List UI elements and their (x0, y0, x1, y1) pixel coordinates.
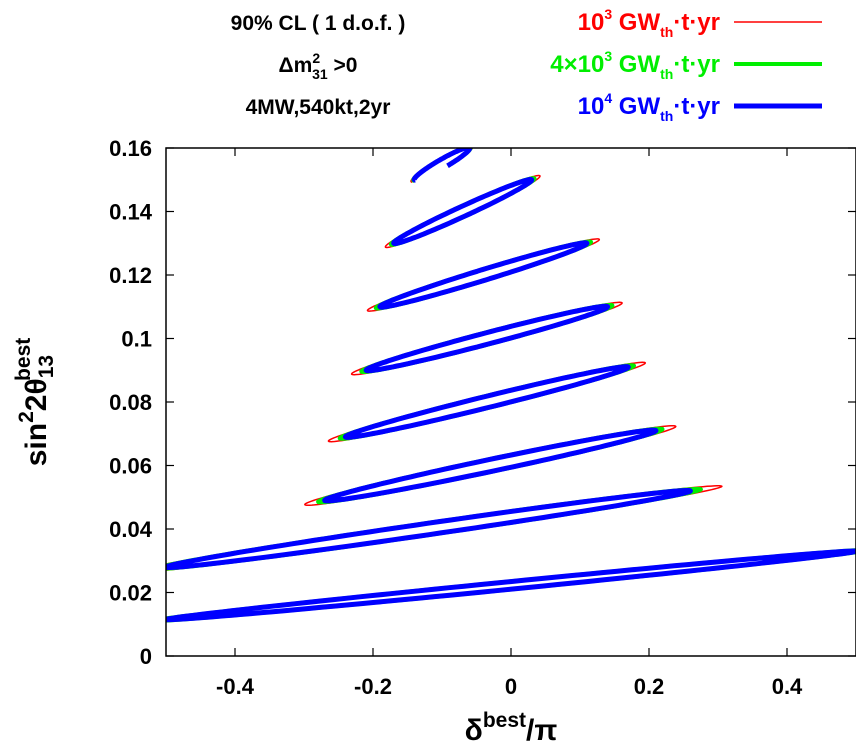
legend-label-1-part-4: ·t·yr (673, 51, 720, 78)
contour-2-4 (342, 364, 631, 440)
contour-0-6 (166, 485, 723, 571)
legend-label-2: 104 GWth·t·yr (578, 90, 720, 124)
contour-0-4 (327, 361, 647, 443)
contour-0-3 (350, 301, 623, 376)
legend-label-2-part-4: ·t·yr (673, 93, 720, 120)
annotation-cl: 90% CL ( 1 d.o.f. ) (231, 12, 406, 35)
legend-label-2-part-1: 4 (604, 90, 612, 106)
y-axis-title: sin22θ13best (12, 338, 58, 467)
contour-2-6 (166, 488, 693, 570)
contour-0-1 (384, 174, 541, 249)
x-axis-title: δbest/π (465, 709, 558, 747)
legend-label-0-part-3: th (660, 24, 673, 40)
x-axis-title-main: δ (465, 714, 483, 747)
y-tick-label-5: 0.1 (121, 327, 152, 352)
annotation-mass-ordering-sub: 31 (312, 66, 328, 82)
legend-label-0-part-2: GW (612, 9, 660, 36)
plot-area (166, 148, 856, 623)
x-axis-title-sup: best (483, 709, 526, 732)
y-axis-title-sub: 13 (35, 355, 58, 378)
legend-label-2-part-2: GW (612, 93, 660, 120)
y-tick-labels: 0 0.02 0.04 0.06 0.08 0.1 0.12 0.14 0.16 (109, 136, 153, 669)
x-tick-label-2: 0 (505, 674, 517, 699)
legend-label-0-part-4: ·t·yr (673, 9, 720, 36)
contour-2-0 (411, 148, 473, 183)
contour-2-1 (391, 176, 535, 247)
y-tick-label-8: 0.16 (109, 136, 152, 161)
legend-label-1-part-1: 3 (604, 48, 612, 64)
contour-1-6 (166, 486, 703, 571)
contour-2-5 (322, 427, 659, 504)
legend-label-2-part-0: 10 (578, 93, 605, 120)
annotation-mass-ordering-pre: Δm (279, 54, 313, 77)
annotation-mass-ordering: Δm2 31 >0 (279, 50, 358, 82)
contour-1-2 (373, 239, 593, 311)
legend-label-0: 103 GWth·t·yr (578, 6, 720, 40)
legend-label-0-part-0: 10 (578, 9, 605, 36)
x-tick-label-1: -0.2 (354, 674, 392, 699)
x-tick-label-3: 0.2 (634, 674, 665, 699)
annotation-mass-ordering-sup: 2 (312, 50, 320, 66)
y-tick-label-1: 0.02 (109, 581, 152, 606)
y-tick-label-6: 0.12 (109, 263, 152, 288)
x-tick-label-0: -0.4 (216, 674, 255, 699)
annotation-setup: 4MW,540kt,2yr (246, 96, 391, 119)
y-tick-label-7: 0.14 (109, 200, 153, 225)
x-axis-title-tail: /π (526, 714, 557, 747)
x-tick-label-4: 0.4 (772, 674, 803, 699)
annotation-mass-ordering-post: >0 (328, 54, 358, 77)
legend-label-0-part-1: 3 (604, 6, 612, 22)
contour-2-3 (363, 303, 611, 374)
x-tick-labels: -0.4 -0.2 0 0.2 0.4 (216, 674, 803, 699)
contour-1-4 (337, 363, 636, 441)
legend-label-2-part-3: th (660, 108, 673, 124)
legend-label-1-part-3: th (660, 66, 673, 82)
y-axis-title-sup1: 2 (15, 411, 38, 423)
plot-frame (165, 147, 856, 657)
legend-label-1-part-0: 4×10 (550, 51, 604, 78)
y-axis-title-sup: best (12, 338, 35, 381)
y-tick-label-0: 0 (140, 644, 152, 669)
contour-1-5 (316, 426, 665, 505)
y-axis-title-pre: sin (20, 423, 53, 466)
contour-1-3 (359, 303, 615, 374)
legend-label-1: 4×103 GWth·t·yr (550, 48, 720, 82)
contour-0-2 (366, 238, 601, 312)
y-tick-label-3: 0.06 (109, 454, 152, 479)
contour-2-2 (377, 240, 590, 310)
contour-2-7 (166, 548, 856, 623)
series-2 (166, 148, 856, 623)
y-tick-label-2: 0.04 (109, 517, 153, 542)
contour-1-0 (411, 148, 473, 183)
legend-label-1-part-2: GW (612, 51, 660, 78)
contour-1-1 (388, 176, 537, 247)
y-axis-title-mid: 2θ (20, 378, 53, 411)
y-tick-label-4: 0.08 (109, 390, 152, 415)
